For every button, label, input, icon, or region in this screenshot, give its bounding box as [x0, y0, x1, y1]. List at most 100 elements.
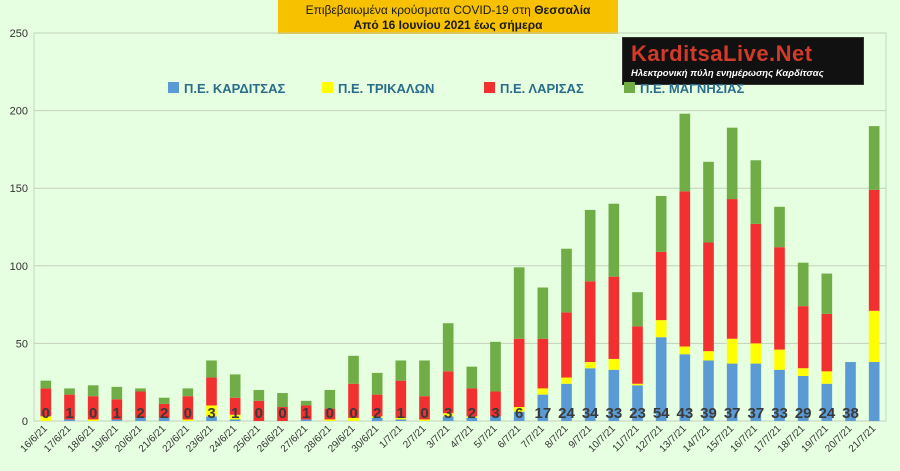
bar-segment	[821, 371, 833, 384]
x-tick-label: 30/6/21	[350, 423, 382, 455]
bar-segment	[64, 419, 75, 421]
bar-segment	[87, 385, 99, 397]
bar-segment	[537, 394, 549, 421]
data-label: 6	[515, 405, 523, 422]
bar-segment	[371, 372, 383, 395]
data-label: 2	[160, 405, 168, 422]
bar-segment	[774, 247, 785, 350]
bar-segment	[419, 360, 430, 397]
bar-segment	[726, 338, 738, 364]
data-label: 24	[818, 405, 835, 422]
logo-name: KarditsaLive.Net	[631, 41, 813, 66]
bar-segment	[584, 209, 596, 282]
data-label: 2	[468, 405, 476, 422]
data-label: 39	[700, 405, 717, 422]
bar-segment	[797, 262, 809, 307]
bar-segment	[750, 223, 762, 344]
data-label: 2	[136, 405, 144, 422]
legend-swatch	[168, 82, 179, 93]
bar-segment	[655, 337, 667, 421]
data-label: 33	[605, 405, 622, 422]
bar-segment	[324, 408, 336, 420]
bar-segment	[868, 189, 880, 311]
bar-segment	[135, 417, 146, 421]
bar-segment	[561, 312, 572, 378]
y-tick-label: 0	[22, 416, 28, 428]
bar-segment	[158, 403, 170, 418]
bar-segment	[40, 380, 52, 389]
bar-segment	[206, 416, 217, 421]
bar-segment	[797, 375, 809, 421]
bar-segment	[277, 407, 288, 421]
data-label: 1	[397, 405, 405, 422]
data-label: 29	[795, 405, 812, 422]
bar-segment	[750, 343, 762, 364]
bar-segment	[135, 388, 146, 392]
bar-segment	[229, 414, 241, 420]
data-label: 23	[629, 405, 646, 422]
bar-segment	[513, 338, 525, 408]
bar-segment	[490, 341, 501, 392]
bar-segment	[419, 396, 430, 420]
data-label: 24	[558, 405, 575, 422]
bar-segment	[703, 242, 714, 352]
bar-segment	[561, 377, 572, 384]
data-label: 0	[420, 405, 428, 422]
bar-segment	[632, 385, 643, 421]
data-label: 37	[724, 405, 741, 422]
bar-segment	[513, 267, 525, 339]
data-label: 3	[207, 405, 215, 422]
data-label: 0	[326, 405, 334, 422]
bar-segment	[797, 368, 809, 376]
bar-segment	[490, 391, 501, 417]
bar-segment	[135, 391, 146, 418]
bar-segment	[64, 388, 75, 395]
bar-segment	[703, 161, 714, 243]
bar-segment	[655, 320, 667, 338]
bar-segment	[608, 203, 620, 277]
data-label: 1	[231, 405, 239, 422]
legend-label: Π.Ε. ΜΑΓΝΗΣΙΑΣ	[640, 81, 745, 96]
bar-segment	[537, 338, 549, 389]
bar-segment	[111, 386, 123, 400]
bar-segment	[750, 363, 762, 421]
data-label: 1	[302, 405, 310, 422]
bar-segment	[395, 419, 407, 421]
bar-segment	[466, 416, 478, 418]
data-label: 34	[582, 405, 599, 422]
bar-segment	[324, 389, 336, 409]
bar-segment	[655, 251, 667, 321]
bar-segment	[632, 326, 643, 384]
bar-segment	[87, 396, 99, 420]
bar-segment	[868, 126, 880, 190]
legend-swatch	[322, 82, 333, 93]
legend-label: Π.Ε. ΚΑΡΔΙΤΣΑΣ	[184, 81, 285, 96]
bar-segment	[182, 419, 194, 421]
bar-segment	[750, 160, 762, 224]
bar-segment	[229, 374, 241, 398]
bar-segment	[868, 362, 880, 421]
legend-label: Π.Ε. ΤΡΙΚΑΛΩΝ	[338, 81, 434, 96]
bar-segment	[348, 355, 359, 384]
bar-segment	[797, 306, 809, 369]
bar-segment	[513, 407, 525, 412]
logo-tagline: Ηλεκτρονική πύλη ενημέρωσης Καρδίτσας	[631, 68, 824, 79]
chart-title-region: Θεσσαλία	[534, 3, 591, 17]
legend-label: Π.Ε. ΛΑΡΙΣΑΣ	[500, 81, 584, 96]
bar-segment	[158, 397, 170, 404]
data-label: 43	[676, 405, 693, 422]
data-label: 0	[184, 405, 192, 422]
bar-segment	[726, 127, 738, 200]
bar-segment	[277, 393, 288, 408]
bar-segment	[206, 360, 217, 378]
chart-subtitle: Από 16 Ιουνίου 2021 έως σήμερα	[353, 18, 543, 32]
bar-segment	[679, 113, 691, 192]
x-tick-label: 3/7/21	[425, 423, 453, 451]
bar-segment	[821, 273, 833, 314]
karditsalive-logo: KarditsaLive.Net Ηλεκτρονική πύλη ενημέρ…	[622, 37, 864, 85]
bar-segment	[561, 248, 572, 313]
bar-segment	[206, 377, 217, 406]
bar-segment	[442, 416, 454, 421]
y-tick-label: 50	[16, 338, 28, 350]
